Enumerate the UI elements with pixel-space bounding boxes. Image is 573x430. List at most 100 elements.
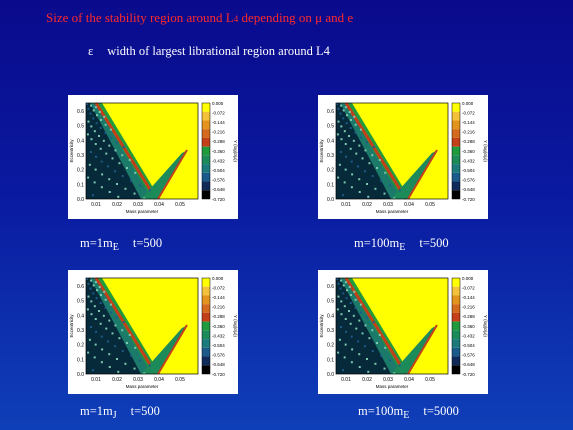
colorbar-tick-label: -0.504 [212,168,225,173]
speckle [122,321,125,324]
speckle [371,350,374,352]
plot-frame [85,277,199,375]
speckle [352,139,355,142]
speckle [126,167,128,169]
y-tick-label: 0.2 [77,343,84,349]
speckle [108,366,111,368]
panel-caption: m=1mJ t=500 [80,404,160,421]
speckle [90,125,93,128]
colorbar-swatch [452,304,460,313]
colorbar-swatch [202,129,210,138]
colorbar-tick-label: -0.432 [462,333,475,338]
colorbar-frame [201,102,211,200]
speckle [109,311,112,314]
speckle [374,362,377,365]
y-tick-label: 0.2 [327,343,334,349]
colorbar-swatch [202,304,210,313]
colorbar-tick-label: -0.288 [462,314,475,319]
speckle [378,334,381,336]
speckle [88,338,91,341]
colorbar-swatch [452,129,460,138]
colorbar-tick-label: -0.648 [212,362,225,367]
speckle [92,369,95,372]
speckle [90,279,93,282]
speckle [340,300,343,303]
x-axis-label: Mass parameter [126,384,159,389]
resonance-notch [141,326,186,374]
speckle [103,115,106,118]
speckle [350,119,352,121]
colorbar-tick-label: 0.000 [462,101,474,106]
speckle [104,123,107,126]
speckle [92,292,95,295]
speckle [90,138,93,141]
speckle [95,122,98,125]
speckle [105,327,108,330]
speckle [352,314,355,317]
speckle [338,338,341,341]
y-tick-label: 0.3 [77,328,84,334]
speckle [101,348,104,351]
y-tick-label: 0.0 [77,372,84,378]
speckle [128,159,131,161]
x-tick-label: 0.01 [341,202,351,208]
speckle [87,176,90,179]
colorbar-tick-label: -0.072 [212,285,225,290]
speckle [344,106,347,109]
speckle [389,359,392,362]
stability-plot: 0.0 0.1 0.2 0.3 0.4 0.5 0.6 0.01 0.02 0.03 0.04 0.0… [68,270,238,394]
speckle [122,146,125,149]
colorbar-label: Y (log(ε/μ)) [483,315,488,338]
slide-subtitle: ε width of largest librational region aro… [88,44,330,59]
title-text-end: and e [322,10,354,25]
speckle [340,151,342,153]
speckle [128,334,131,336]
speckle [358,178,361,181]
x-tick-label: 0.03 [383,202,393,208]
colorbar-swatch [202,155,210,165]
speckle [95,297,98,300]
colorbar-tick-label: -0.432 [462,158,475,163]
speckle [340,326,342,328]
speckle [108,191,111,193]
speckle [94,281,97,284]
speckle [95,155,98,158]
colorbar-swatch [452,278,460,287]
y-tick-label: 0.5 [327,124,334,130]
colorbar-frame [201,277,211,375]
speckle [94,318,97,320]
speckle [342,292,345,295]
speckle [350,186,353,189]
speckle [393,372,396,375]
colorbar-swatch [202,103,210,112]
speckle [88,163,91,166]
y-tick-label: 0.6 [77,109,84,115]
speckle [102,139,105,142]
speckle [99,322,102,325]
speckle [337,351,340,354]
slide-title: Size of the stability region around L4 d… [46,10,353,26]
stability-plot: 0.0 0.1 0.2 0.3 0.4 0.5 0.6 0.01 0.02 0.03 0.04 0.0… [68,95,238,219]
colorbar-swatch [202,120,210,130]
speckle [93,130,96,133]
speckle [340,279,343,282]
x-tick-label: 0.04 [154,377,164,383]
speckle [358,144,361,147]
colorbar-swatch [452,190,460,199]
colorbar-label: Y (log(ε/μ)) [233,140,238,163]
resonance-line [157,149,188,200]
speckle [349,127,352,129]
speckle [108,319,111,322]
speckle [348,111,351,113]
y-tick-label: 0.0 [327,372,334,378]
speckle [358,353,361,356]
speckle [99,147,102,150]
x-tick-label: 0.03 [383,377,393,383]
speckle [358,366,361,368]
colorbar-tick-label: -0.216 [212,130,225,135]
colorbar-tick-label: -0.360 [462,324,475,329]
stability-plot: 0.0 0.1 0.2 0.3 0.4 0.5 0.6 0.01 0.02 0.03 0.04 0.0… [318,270,488,394]
speckle [372,146,375,149]
speckle [139,184,142,187]
speckle [398,364,401,367]
